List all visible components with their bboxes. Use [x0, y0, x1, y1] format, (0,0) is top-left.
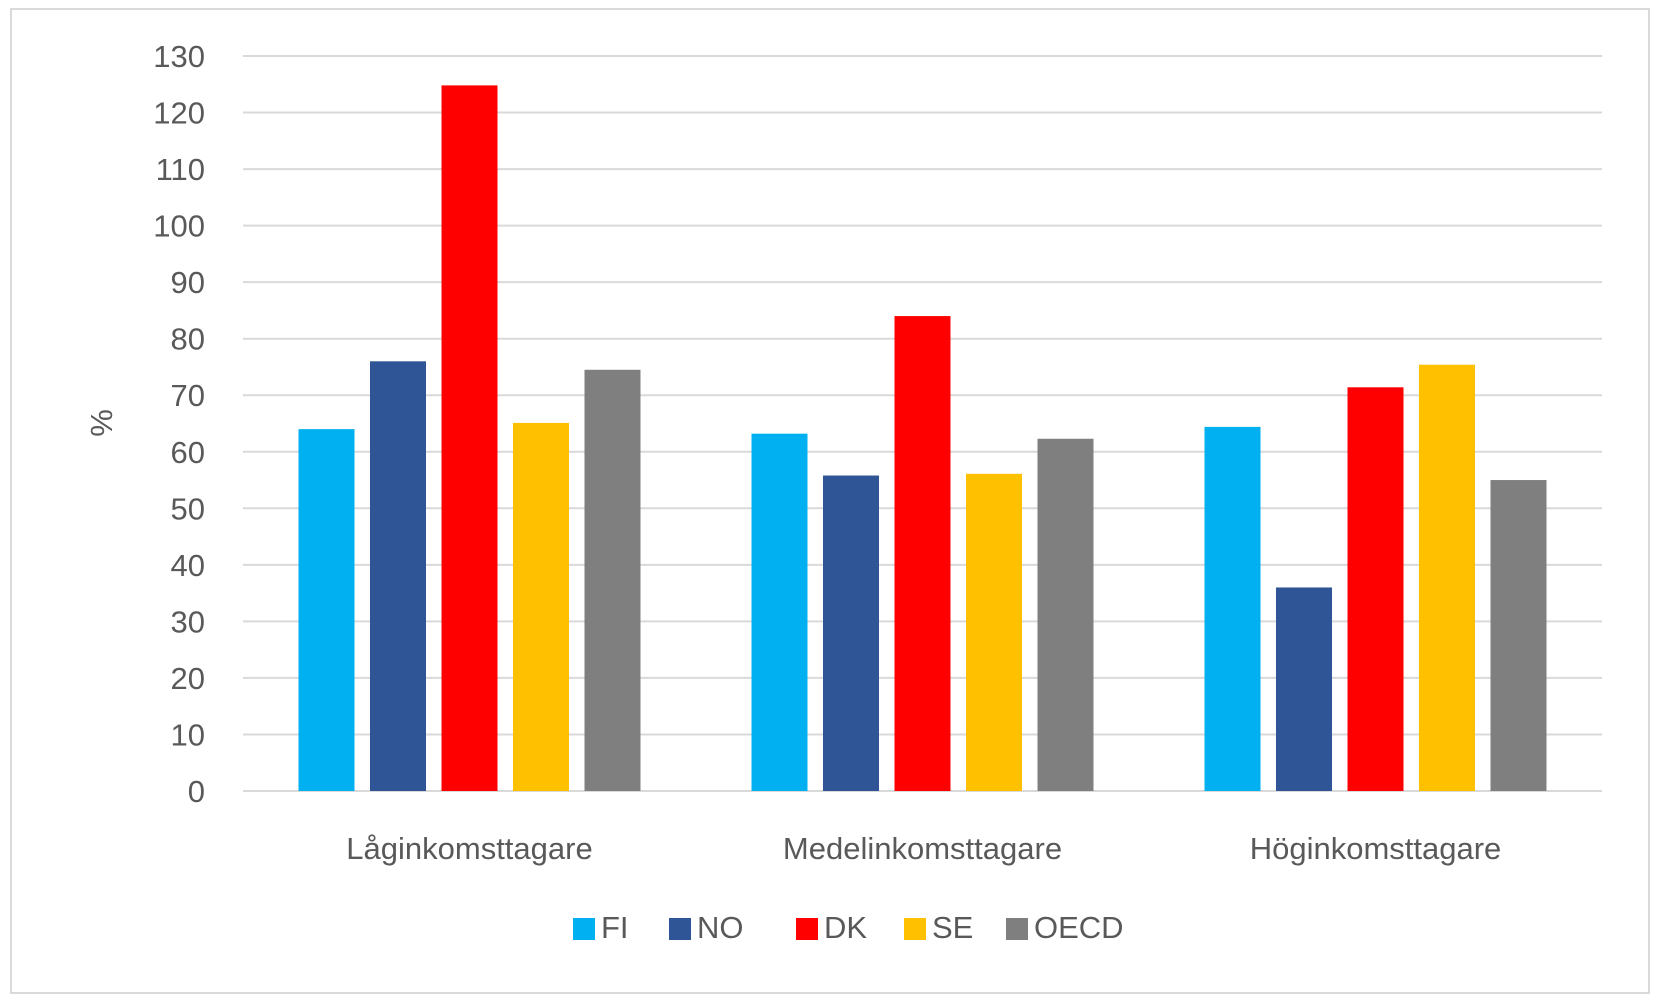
legend-swatch-oecd: [1006, 918, 1028, 940]
bar-se-2: [966, 473, 1022, 791]
y-tick-label: 110: [156, 152, 205, 187]
bar-dk-3: [1347, 387, 1404, 791]
y-tick-label: 0: [188, 774, 205, 809]
category-label: Höginkomsttagare: [1250, 831, 1502, 866]
y-axis-ticks: 0 10 20 30 40 50 60 70 80 90 100 110 120 130: [153, 39, 205, 809]
bar-fi-3: [1204, 426, 1261, 791]
legend-label-oecd: OECD: [1034, 910, 1124, 945]
y-tick-label: 120: [153, 96, 205, 131]
legend-label-no: NO: [697, 910, 744, 945]
y-tick-label: 20: [171, 661, 205, 696]
bar-no-2: [823, 475, 879, 791]
y-tick-label: 90: [171, 265, 205, 300]
legend-label-dk: DK: [824, 910, 867, 945]
bar-dk-2: [894, 316, 951, 791]
legend-swatch-no: [669, 918, 691, 940]
bar-se-1: [513, 422, 569, 791]
y-tick-label: 10: [171, 717, 205, 752]
category-label: Låginkomsttagare: [346, 831, 592, 866]
bar-no-1: [370, 361, 426, 791]
y-tick-label: 60: [171, 435, 205, 470]
y-tick-label: 100: [153, 209, 205, 244]
legend-label-fi: FI: [601, 910, 629, 945]
y-axis-title: %: [84, 409, 119, 437]
legend-swatch-se: [904, 918, 926, 940]
legend-label-se: SE: [932, 910, 973, 945]
bar-oecd-3: [1490, 480, 1547, 791]
bar-oecd-1: [584, 369, 641, 791]
y-tick-label: 80: [171, 322, 205, 357]
legend-swatch-dk: [796, 918, 818, 940]
category-label: Medelinkomsttagare: [783, 831, 1062, 866]
bar-se-3: [1419, 364, 1475, 791]
bar-no-3: [1276, 587, 1332, 791]
bar-dk-1: [441, 85, 498, 791]
y-tick-label: 40: [171, 548, 205, 583]
bar-oecd-2: [1037, 438, 1094, 791]
bar-series: [298, 85, 1547, 791]
y-tick-label: 30: [171, 604, 205, 639]
y-tick-label: 70: [171, 378, 205, 413]
bar-fi-2: [751, 433, 808, 791]
y-tick-label: 50: [171, 491, 205, 526]
category-labels: Låginkomsttagare Medelinkomsttagare Högink…: [346, 831, 1501, 866]
legend-swatch-fi: [573, 918, 595, 940]
bar-fi-1: [298, 429, 355, 791]
y-tick-label: 130: [153, 39, 205, 74]
legend: FI NO DK SE OECD: [573, 910, 1124, 945]
